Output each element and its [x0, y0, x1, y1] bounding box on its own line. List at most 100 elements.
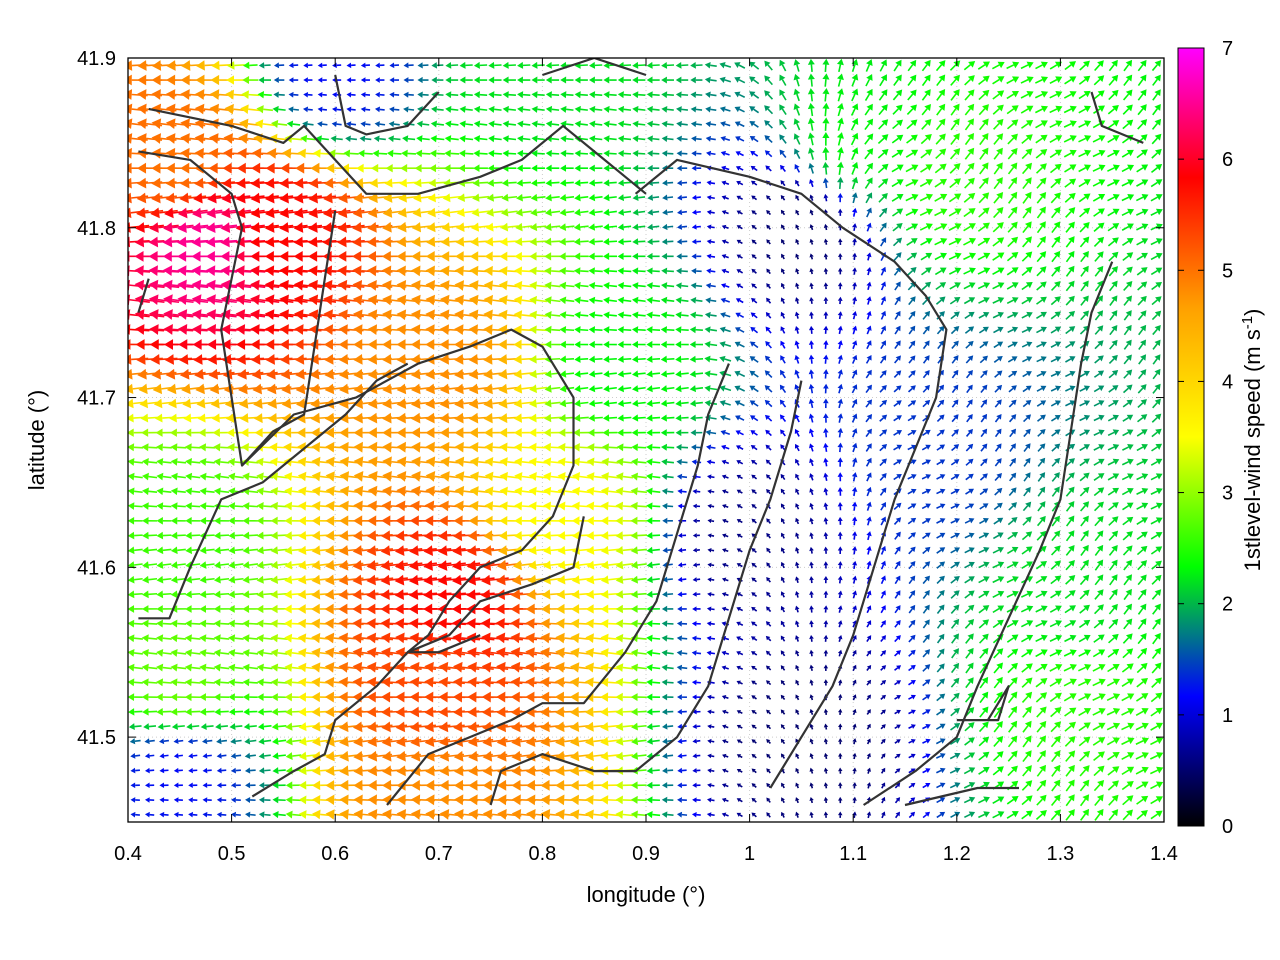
- wind-arrow: [707, 738, 715, 744]
- wind-arrow: [1094, 604, 1104, 615]
- wind-arrow: [1123, 618, 1133, 630]
- wind-arrow: [922, 709, 931, 715]
- wind-arrow: [837, 605, 843, 613]
- wind-arrow: [751, 753, 757, 759]
- wind-arrow: [245, 796, 256, 803]
- wind-arrow: [216, 753, 227, 759]
- wind-arrow: [936, 648, 945, 659]
- wind-arrow: [1022, 765, 1032, 777]
- wind-arrow: [936, 663, 945, 673]
- wind-arrow: [978, 751, 990, 761]
- wind-arrow: [1020, 605, 1034, 613]
- wind-arrow: [1079, 779, 1090, 792]
- wind-arrow: [908, 797, 916, 804]
- wind-arrow: [130, 797, 140, 803]
- wind-arrow: [823, 782, 829, 789]
- wind-arrow: [866, 767, 871, 774]
- wind-arrow: [272, 781, 286, 789]
- wind-arrow: [170, 678, 187, 687]
- wind-arrow: [271, 678, 288, 687]
- wind-arrow: [978, 796, 990, 804]
- wind-arrow: [186, 723, 200, 731]
- wind-arrow: [880, 709, 886, 715]
- wind-arrow: [795, 709, 800, 715]
- wind-arrow: [949, 782, 961, 789]
- wind-arrow: [256, 619, 273, 628]
- wind-arrow: [950, 707, 960, 717]
- wind-arrow: [880, 605, 886, 614]
- x-tick-label: 1.1: [839, 843, 867, 865]
- wind-arrow: [949, 738, 961, 745]
- wind-arrow: [823, 811, 829, 818]
- wind-arrow: [707, 768, 715, 773]
- wind-arrow: [128, 634, 143, 643]
- wind-arrow: [184, 663, 201, 672]
- wind-arrow: [1064, 707, 1077, 717]
- wind-arrow: [809, 767, 814, 774]
- wind-arrow: [257, 678, 273, 687]
- wind-arrow: [936, 811, 946, 819]
- wind-arrow: [141, 678, 158, 687]
- wind-arrow: [128, 619, 143, 628]
- wind-arrow: [964, 618, 975, 629]
- wind-arrow: [809, 694, 814, 701]
- wind-arrow: [692, 709, 701, 715]
- wind-arrow: [780, 724, 786, 730]
- wind-arrow: [1078, 736, 1091, 747]
- wind-arrow: [1006, 811, 1019, 819]
- wind-arrow: [646, 781, 660, 789]
- wind-arrow: [964, 737, 975, 746]
- wind-arrow: [257, 723, 272, 731]
- wind-arrow: [852, 649, 857, 657]
- wind-arrow: [1021, 649, 1034, 658]
- wind-arrow: [721, 709, 729, 715]
- wind-arrow: [838, 767, 843, 774]
- wind-arrow: [1065, 779, 1075, 792]
- wind-arrow: [199, 590, 215, 599]
- wind-arrow: [1078, 693, 1092, 702]
- colorbar-title: 1stlevel-wind speed (m s-1): [1239, 309, 1265, 572]
- wind-arrow: [170, 648, 187, 657]
- wind-arrow: [936, 708, 946, 716]
- wind-arrow: [894, 724, 901, 730]
- wind-arrow: [894, 768, 901, 774]
- wind-arrow: [1107, 751, 1120, 761]
- wind-arrow: [615, 722, 634, 731]
- wind-arrow: [258, 737, 272, 745]
- wind-arrow: [766, 724, 772, 730]
- wind-arrow: [200, 723, 214, 730]
- wind-arrow: [230, 752, 242, 759]
- wind-arrow: [173, 782, 183, 789]
- wind-arrow: [880, 738, 886, 745]
- wind-arrow: [1152, 632, 1161, 645]
- wind-arrow: [707, 797, 715, 803]
- wind-arrow: [144, 797, 155, 803]
- wind-arrow: [765, 635, 772, 642]
- wind-arrow: [1007, 648, 1019, 659]
- wind-arrow: [1108, 618, 1119, 630]
- wind-arrow: [894, 797, 901, 804]
- wind-arrow: [809, 782, 814, 789]
- wind-arrow: [949, 767, 961, 774]
- wind-arrow: [963, 782, 976, 789]
- wind-arrow: [184, 648, 201, 657]
- wind-arrow: [1049, 605, 1062, 613]
- wind-arrow: [692, 753, 701, 759]
- wind-arrow: [272, 737, 287, 745]
- wind-arrow: [866, 752, 871, 760]
- wind-arrow: [630, 707, 647, 716]
- wind-arrow: [866, 694, 871, 701]
- wind-arrow: [170, 663, 187, 672]
- wind-arrow: [1121, 722, 1135, 731]
- wind-arrow: [258, 796, 271, 804]
- wind-arrow: [661, 679, 674, 686]
- wind-arrow: [780, 605, 786, 613]
- x-tick-label: 1.4: [1150, 843, 1178, 865]
- wind-arrow: [630, 605, 647, 613]
- wind-arrow: [141, 663, 158, 672]
- wind-arrow: [1050, 809, 1061, 821]
- wind-arrow: [243, 708, 258, 716]
- wind-arrow: [677, 738, 687, 744]
- wind-arrow: [751, 621, 758, 627]
- wind-arrow: [630, 795, 647, 804]
